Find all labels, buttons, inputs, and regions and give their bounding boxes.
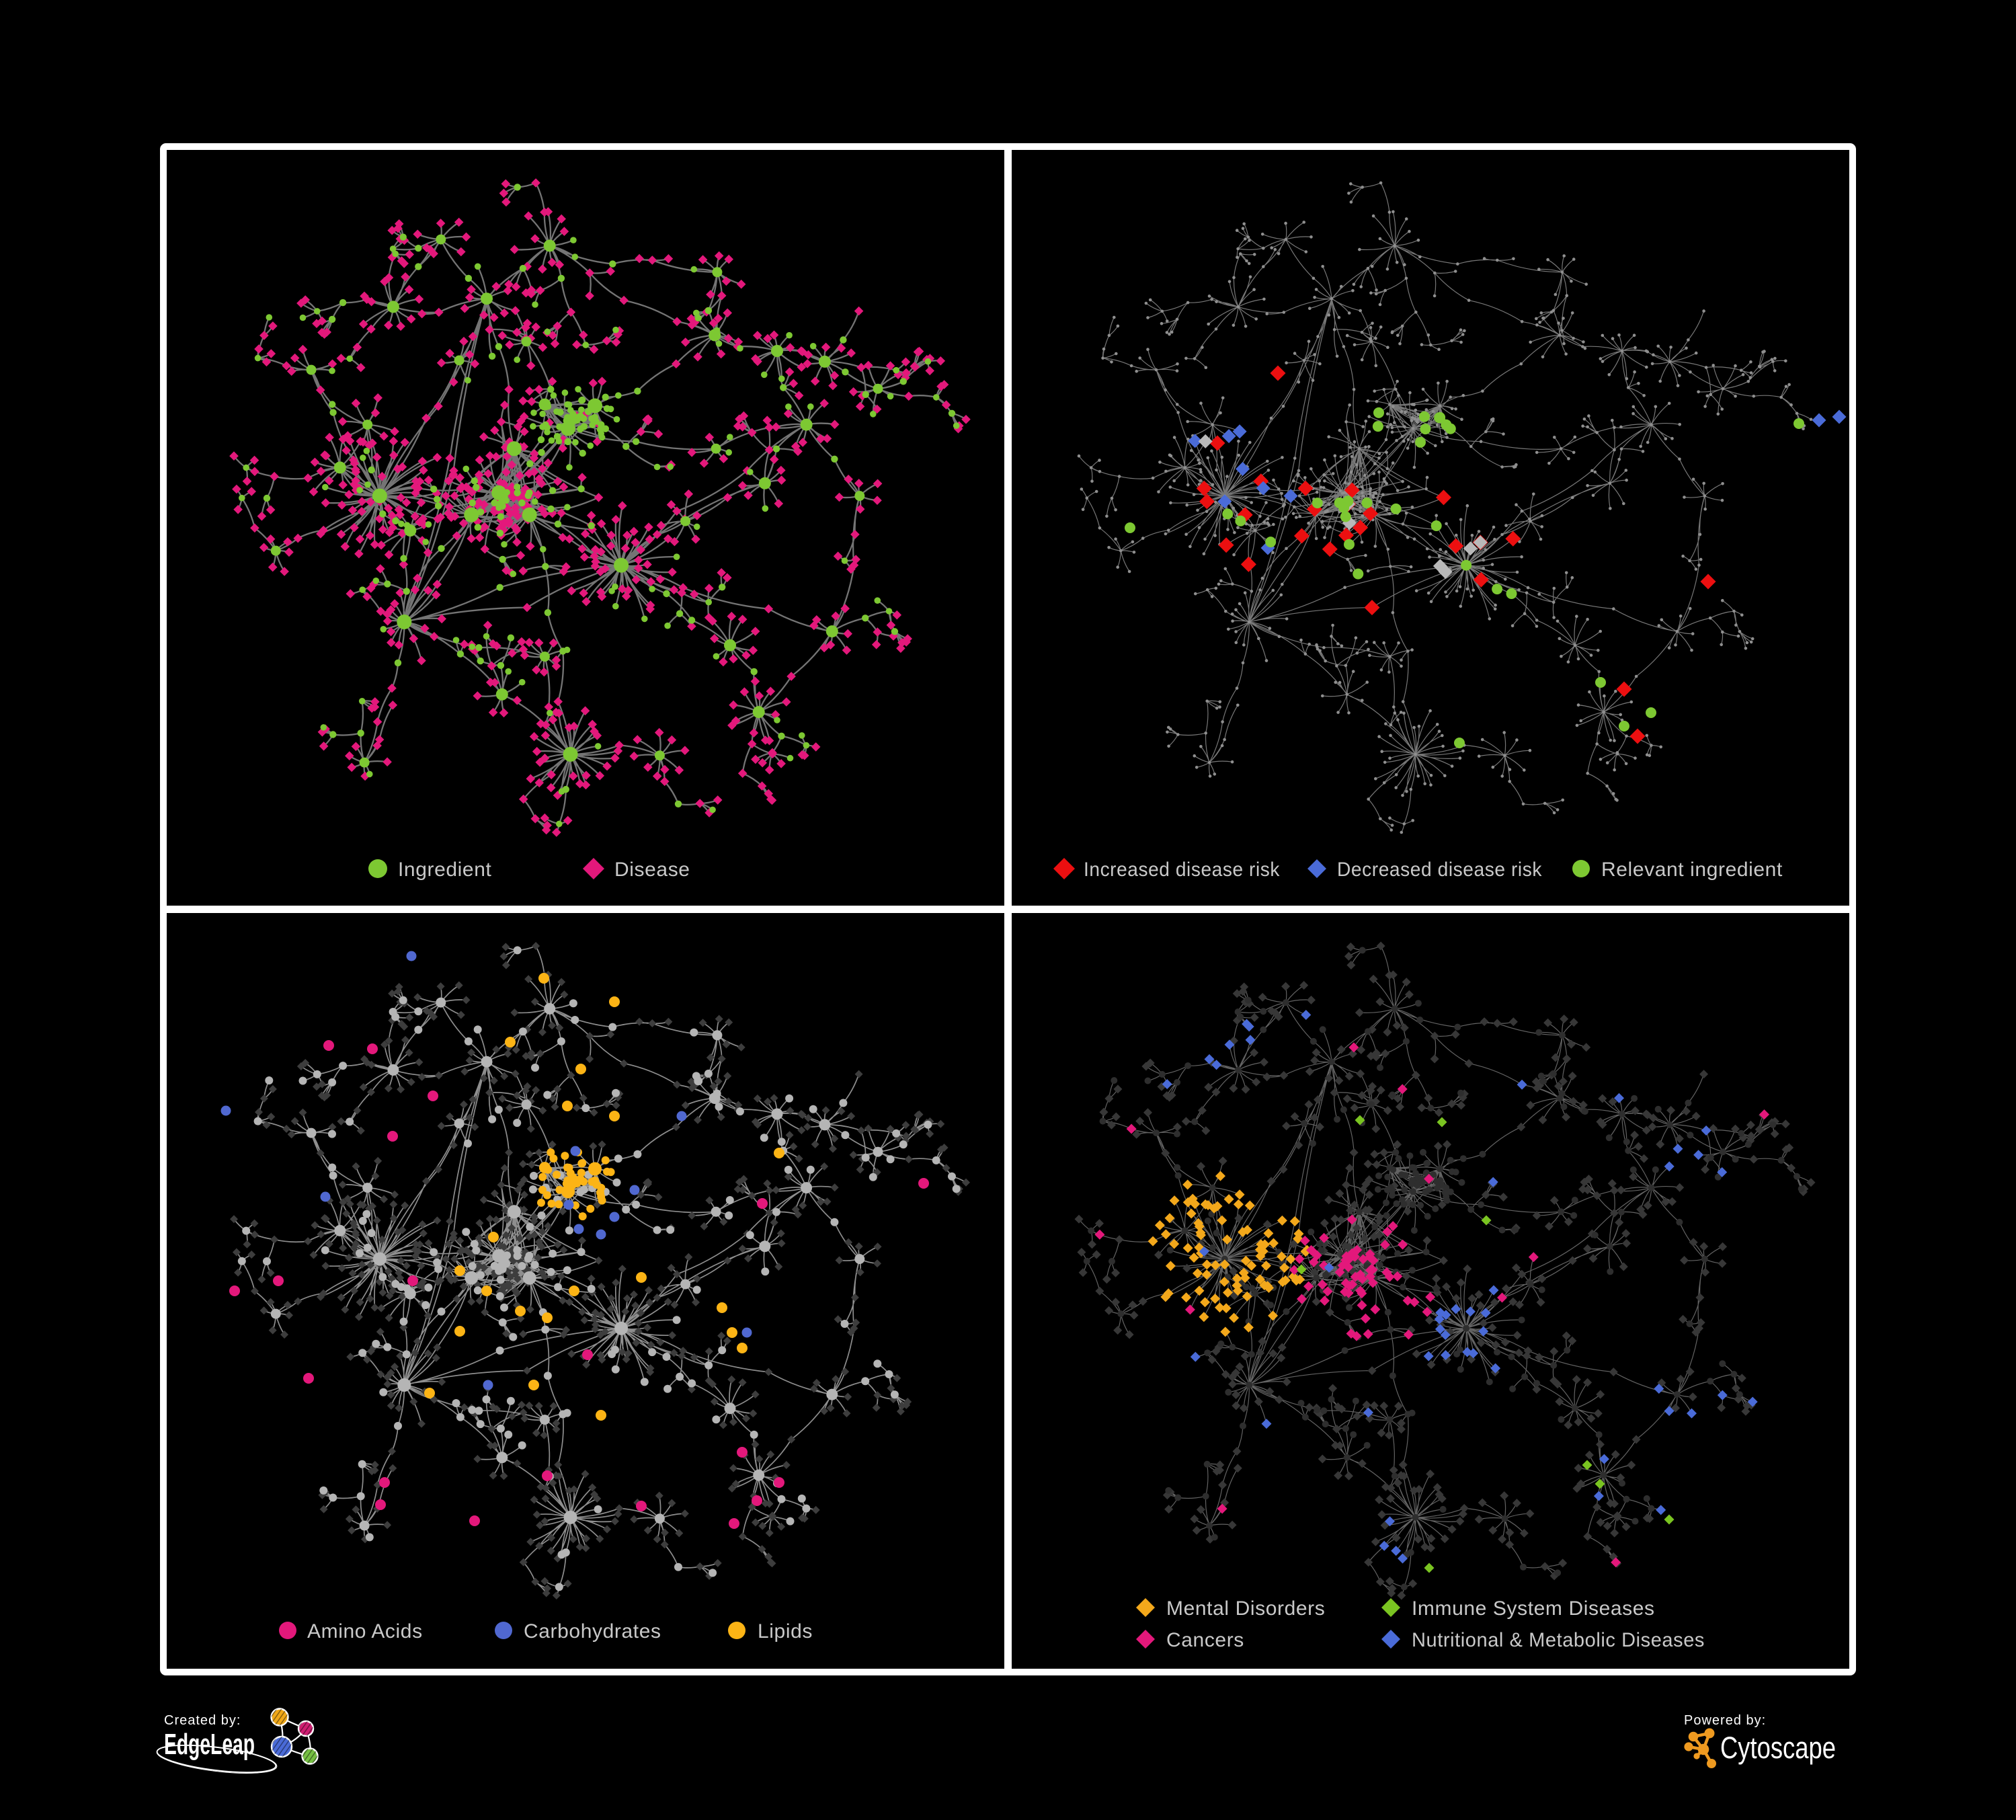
svg-text:Increased disease risk: Increased disease risk — [1084, 859, 1280, 881]
svg-text:EdgeLeap: EdgeLeap — [164, 1728, 255, 1761]
svg-text:Lipids: Lipids — [758, 1620, 813, 1643]
svg-text:Mental Disorders: Mental Disorders — [1166, 1597, 1325, 1620]
svg-text:Relevant ingredient: Relevant ingredient — [1601, 859, 1783, 881]
svg-text:Decreased disease risk: Decreased disease risk — [1337, 859, 1542, 881]
svg-text:Nutritional & Metabolic Diseas: Nutritional & Metabolic Diseases — [1412, 1629, 1705, 1651]
svg-text:Created by:: Created by: — [164, 1713, 241, 1728]
svg-text:Cytoscape: Cytoscape — [1720, 1731, 1836, 1765]
svg-text:Carbohydrates: Carbohydrates — [524, 1620, 661, 1643]
svg-text:Ingredient: Ingredient — [398, 859, 491, 881]
svg-text:Cancers: Cancers — [1166, 1629, 1244, 1651]
svg-text:Amino Acids: Amino Acids — [307, 1620, 423, 1643]
svg-text:Immune System Diseases: Immune System Diseases — [1412, 1597, 1655, 1620]
svg-text:Powered by:: Powered by: — [1684, 1713, 1766, 1728]
svg-text:Disease: Disease — [614, 859, 690, 881]
